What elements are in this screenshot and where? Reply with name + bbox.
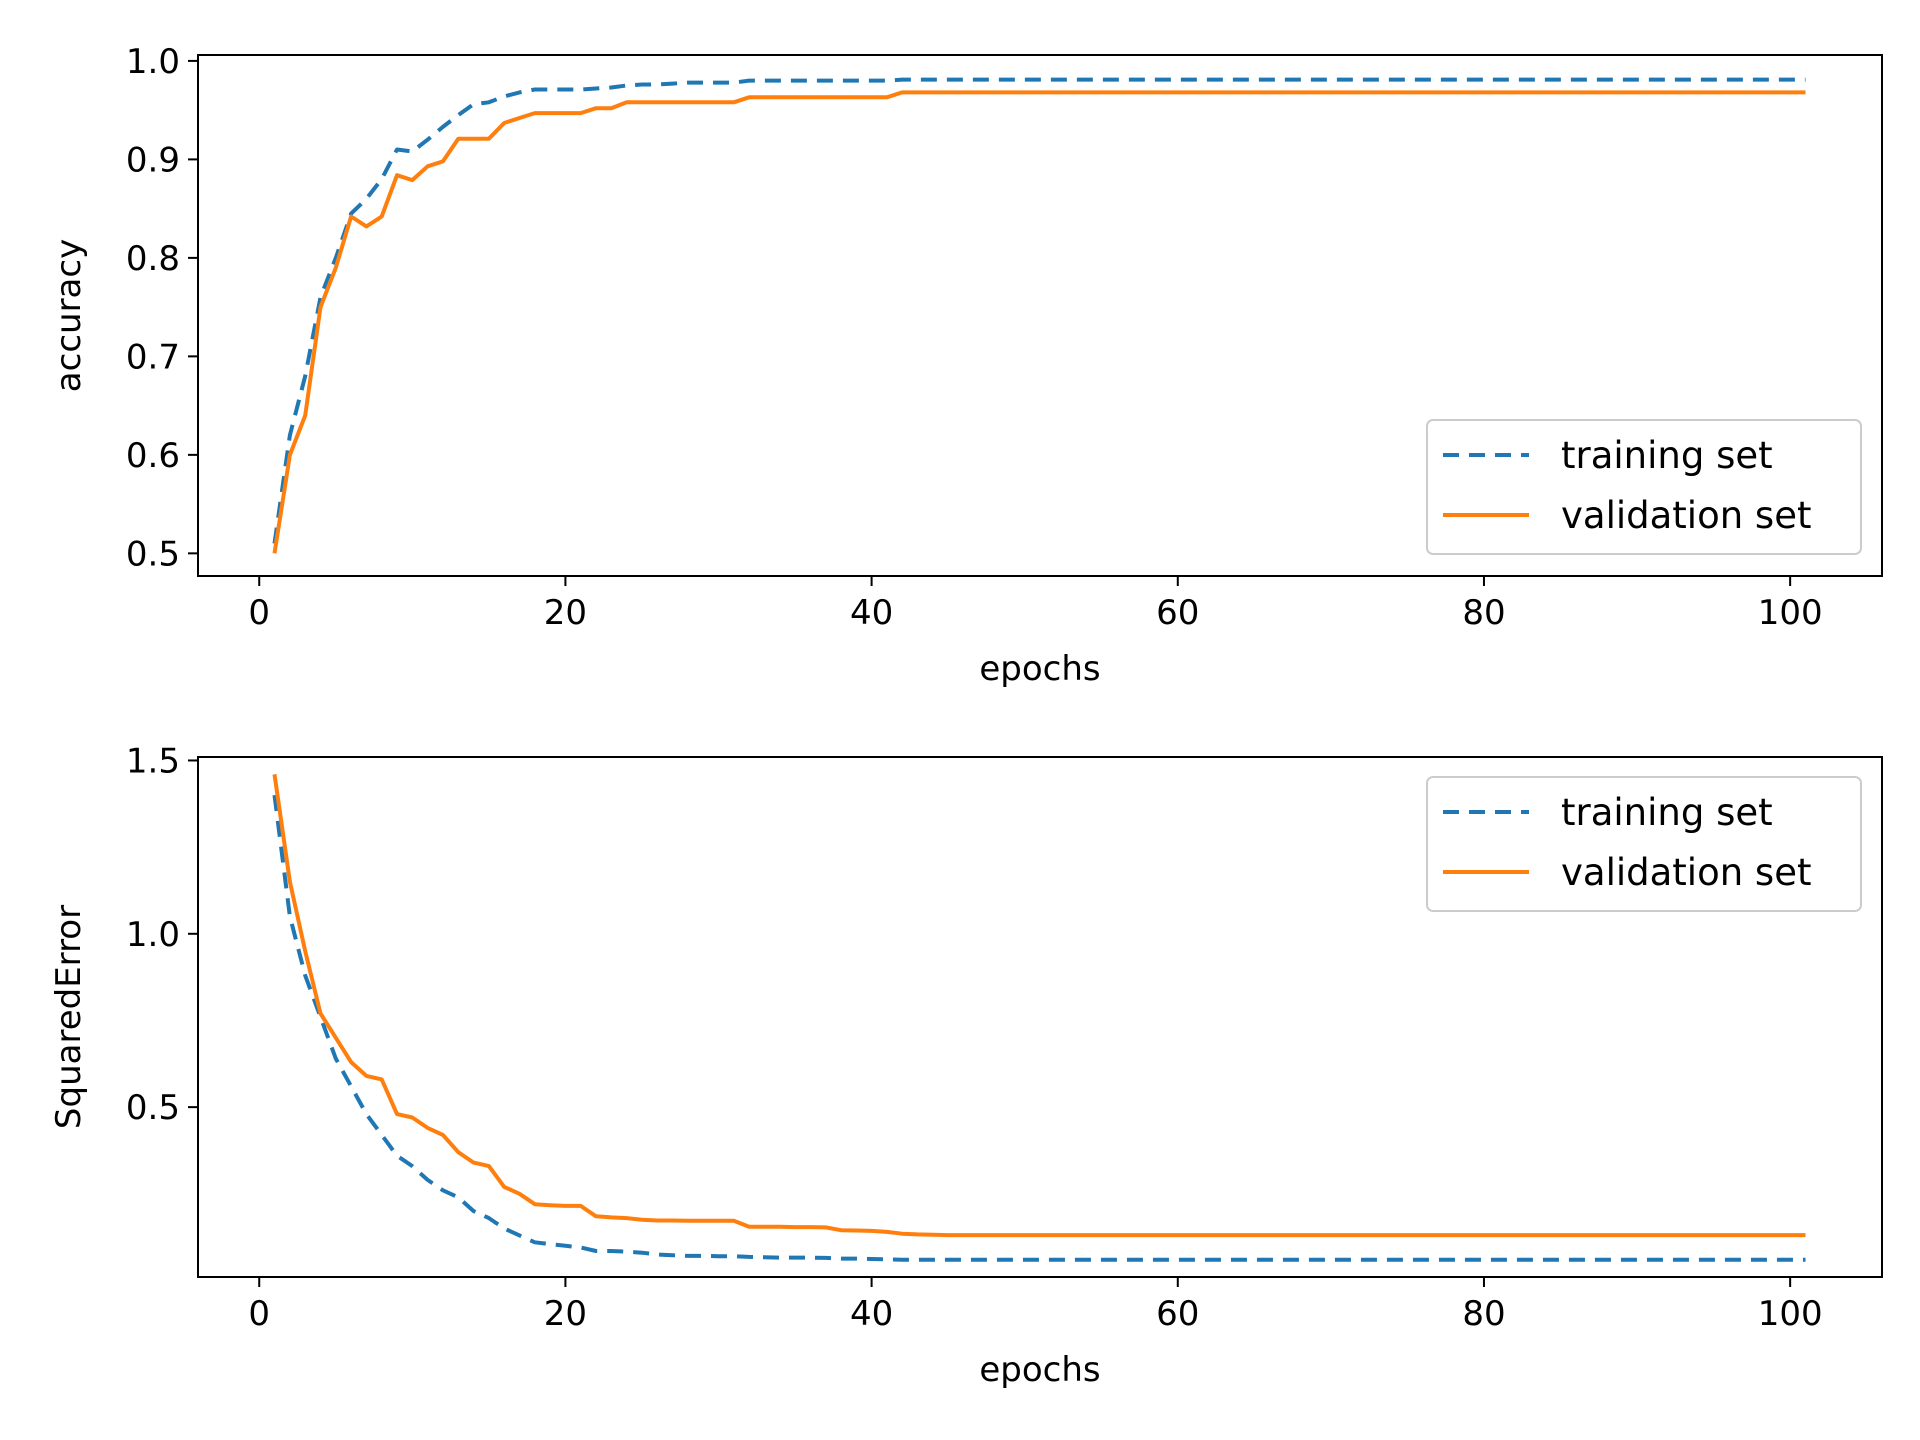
legend-training-label: training set: [1561, 791, 1773, 834]
y-tick-label: 0.9: [126, 140, 180, 180]
legend-training-label: training set: [1561, 434, 1773, 477]
x-tick-label: 20: [544, 1294, 587, 1334]
legend: training set validation set: [1426, 419, 1862, 555]
y-tick-label: 0.5: [126, 534, 180, 574]
axes-frame: [197, 54, 1883, 577]
series-lines: [272, 774, 1806, 1262]
x-tick-label: 100: [1758, 593, 1823, 633]
x-tick-label: 0: [248, 593, 270, 633]
squared-error-chart: 0 20 40 60 80 100 0.5 1.0 1.5 epochs SquaredError t…: [49, 741, 1883, 1390]
y-tick-label: 0.5: [126, 1088, 180, 1128]
y-axis-label: accuracy: [49, 239, 89, 392]
legend: training set validation set: [1426, 776, 1862, 912]
x-tick-label: 80: [1462, 593, 1505, 633]
y-axis-label: SquaredError: [49, 905, 89, 1129]
x-tick-label: 20: [544, 593, 587, 633]
y-tick-label: 1.0: [126, 915, 180, 955]
series-lines: [272, 77, 1806, 554]
x-tick-label: 40: [850, 593, 893, 633]
x-tick-label: 100: [1758, 1294, 1823, 1334]
x-tick-label: 60: [1156, 1294, 1199, 1334]
validation-set-line: [272, 90, 1806, 554]
legend-validation-label: validation set: [1561, 851, 1811, 894]
x-axis-label: epochs: [979, 649, 1100, 689]
validation-set-line: [272, 774, 1806, 1238]
legend-validation-label: validation set: [1561, 494, 1811, 537]
training-set-line: [272, 77, 1806, 544]
y-tick-label: 0.8: [126, 239, 180, 279]
legend-frame: [1426, 419, 1862, 555]
x-tick-label: 80: [1462, 1294, 1505, 1334]
y-tick-label: 0.6: [126, 436, 180, 476]
x-tick-label: 60: [1156, 593, 1199, 633]
x-tick-label: 0: [248, 1294, 270, 1334]
y-tick-label: 1.0: [126, 42, 180, 82]
x-axis-label: epochs: [979, 1350, 1100, 1390]
training-set-line: [272, 794, 1806, 1262]
y-tick-label: 1.5: [126, 741, 180, 781]
accuracy-chart: 0 20 40 60 80 100 0.5 0.6 0.7 0.8 0.9 1.0 epochs accu…: [49, 42, 1883, 689]
axes-frame: [197, 756, 1883, 1278]
y-tick-label: 0.7: [126, 337, 180, 377]
x-tick-label: 40: [850, 1294, 893, 1334]
legend-frame: [1426, 776, 1862, 912]
